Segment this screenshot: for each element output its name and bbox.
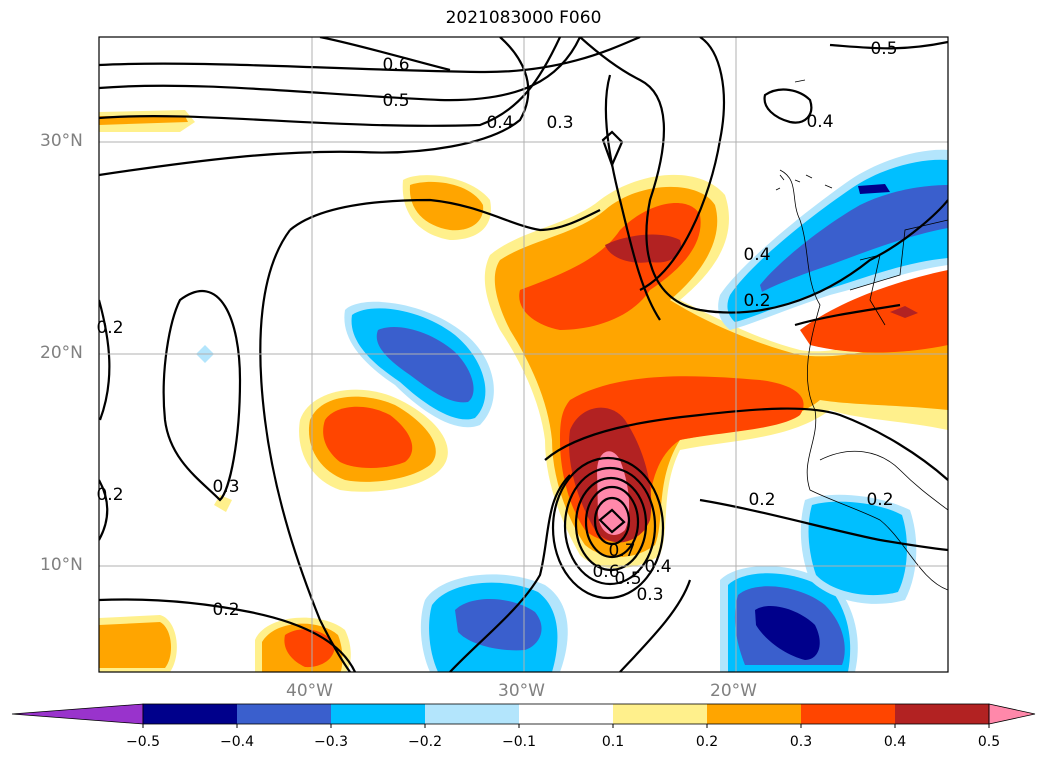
colorbar-swatch — [519, 704, 614, 724]
colorbar-swatch — [237, 704, 332, 724]
contour-label: 0.5 — [382, 91, 409, 111]
contour-label: 0.4 — [644, 557, 671, 577]
colorbar-tick-label: 0.2 — [695, 734, 719, 750]
contour-label: 0.2 — [866, 490, 893, 510]
colorbar — [11, 703, 1036, 728]
contour-label: 0.3 — [546, 113, 573, 133]
contour-label: 0.3 — [636, 585, 663, 605]
colorbar-frame — [142, 703, 990, 725]
lon-label: 20°W — [710, 681, 757, 701]
contour-label: 0.4 — [486, 113, 513, 133]
contour-label: 0.5 — [870, 39, 897, 59]
colorbar-swatch — [895, 704, 990, 724]
colorbar-swatch — [331, 704, 426, 724]
coastlines — [775, 79, 948, 591]
contour-label: 0.6 — [382, 55, 409, 75]
colorbar-extend-low — [11, 703, 144, 725]
contour-label-group: 0.6 0.5 0.4 0.3 0.5 0.4 0.4 0.2 0.2 0.2 … — [96, 39, 897, 620]
colorbar-swatch — [613, 704, 708, 724]
lon-label: 30°W — [498, 681, 545, 701]
colorbar-tick-label: −0.3 — [314, 734, 348, 750]
colorbar-swatch — [801, 704, 896, 724]
contour-label: 0.4 — [743, 245, 770, 265]
colorbar-tick-label: −0.5 — [126, 734, 160, 750]
contour-label: 0.2 — [743, 291, 770, 311]
colorbar-tick-label: 0.1 — [601, 734, 625, 750]
colorbar-tick-label: −0.4 — [220, 734, 254, 750]
colorbar-tick-label: 0.3 — [789, 734, 813, 750]
gridlines — [99, 37, 948, 672]
lat-label: 20°N — [40, 343, 83, 363]
contour-label: 0.7 — [608, 541, 635, 561]
lat-label: 30°N — [40, 131, 83, 151]
colorbar-tick-label: −0.1 — [502, 734, 536, 750]
lon-label: 40°W — [286, 681, 333, 701]
colorbar-swatch — [707, 704, 802, 724]
colorbar-swatch — [143, 704, 238, 724]
contour-lines — [99, 37, 948, 672]
contour-label: 0.5 — [614, 569, 641, 589]
colorbar-tick-label: −0.2 — [408, 734, 442, 750]
colorbar-tick-label: 0.4 — [883, 734, 907, 750]
contour-label: 0.3 — [212, 477, 239, 497]
lat-label: 10°N — [40, 555, 83, 575]
contour-label: 0.2 — [748, 490, 775, 510]
contour-label: 0.2 — [96, 318, 123, 338]
contour-label: 0.2 — [96, 485, 123, 505]
colorbar-swatch — [425, 704, 520, 724]
colorbar-tick-label: 0.5 — [977, 734, 1001, 750]
contour-label: 0.4 — [806, 112, 833, 132]
map-title: 2021083000 F060 — [445, 8, 602, 28]
plot-frame — [98, 36, 949, 673]
contour-label: 0.6 — [592, 562, 619, 582]
colorbar-extend-high — [988, 703, 1036, 725]
contour-label: 0.2 — [212, 600, 239, 620]
